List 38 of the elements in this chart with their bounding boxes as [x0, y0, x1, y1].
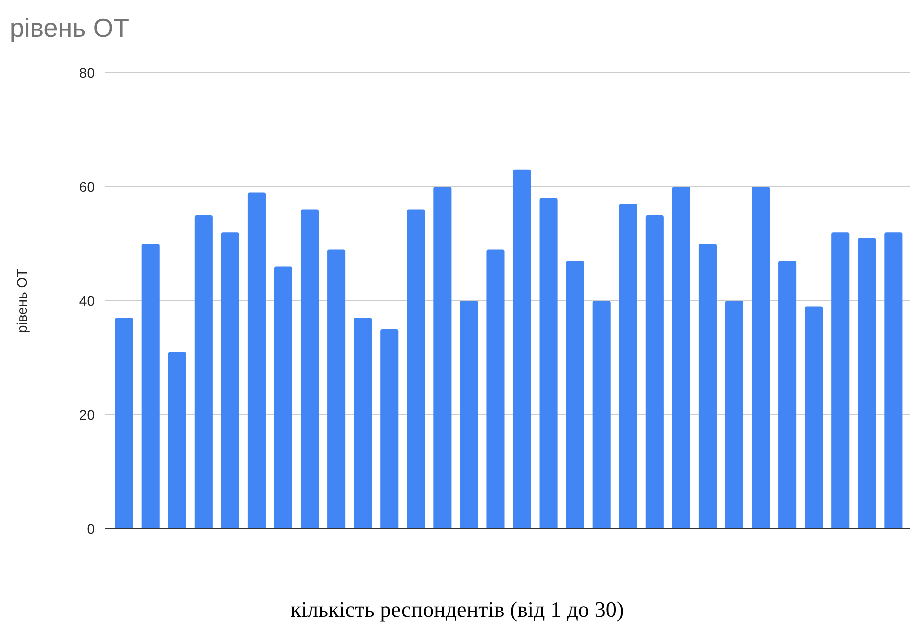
- bar: [142, 244, 160, 529]
- y-tick-label: 20: [79, 406, 96, 423]
- bar: [698, 244, 717, 529]
- bar: [434, 187, 452, 529]
- bar: [407, 210, 426, 529]
- bar: [380, 330, 399, 529]
- chart-title: рівень ОТ: [10, 13, 130, 43]
- bar: [248, 192, 266, 529]
- bar: [646, 216, 664, 529]
- bar: [221, 232, 240, 529]
- bar: [832, 232, 850, 529]
- bar: [115, 318, 134, 529]
- y-tick-label: 60: [79, 178, 96, 195]
- y-tick-label: 0: [87, 520, 96, 537]
- bar: [460, 301, 478, 529]
- bar: [672, 187, 690, 529]
- bar: [513, 170, 532, 529]
- bar: [486, 250, 505, 529]
- y-tick-label: 80: [79, 64, 96, 81]
- bar: [884, 232, 903, 529]
- x-axis-title: кількість респондентів (від 1 до 30): [290, 597, 624, 622]
- y-tick-label: 40: [79, 292, 96, 309]
- bar: [274, 266, 293, 529]
- bar: [354, 318, 372, 529]
- bar: [540, 198, 558, 529]
- bar: [778, 261, 797, 529]
- bar: [858, 238, 876, 529]
- y-axis-title: рівень ОТ: [14, 268, 30, 334]
- bar: [752, 187, 770, 529]
- bar: [168, 352, 186, 529]
- bar: [592, 301, 611, 529]
- bar: [328, 250, 346, 529]
- bar: [619, 204, 638, 529]
- bar: [725, 301, 744, 529]
- bar: [805, 306, 824, 529]
- bar: [301, 210, 320, 529]
- bar: [566, 261, 584, 529]
- bar: [194, 216, 213, 529]
